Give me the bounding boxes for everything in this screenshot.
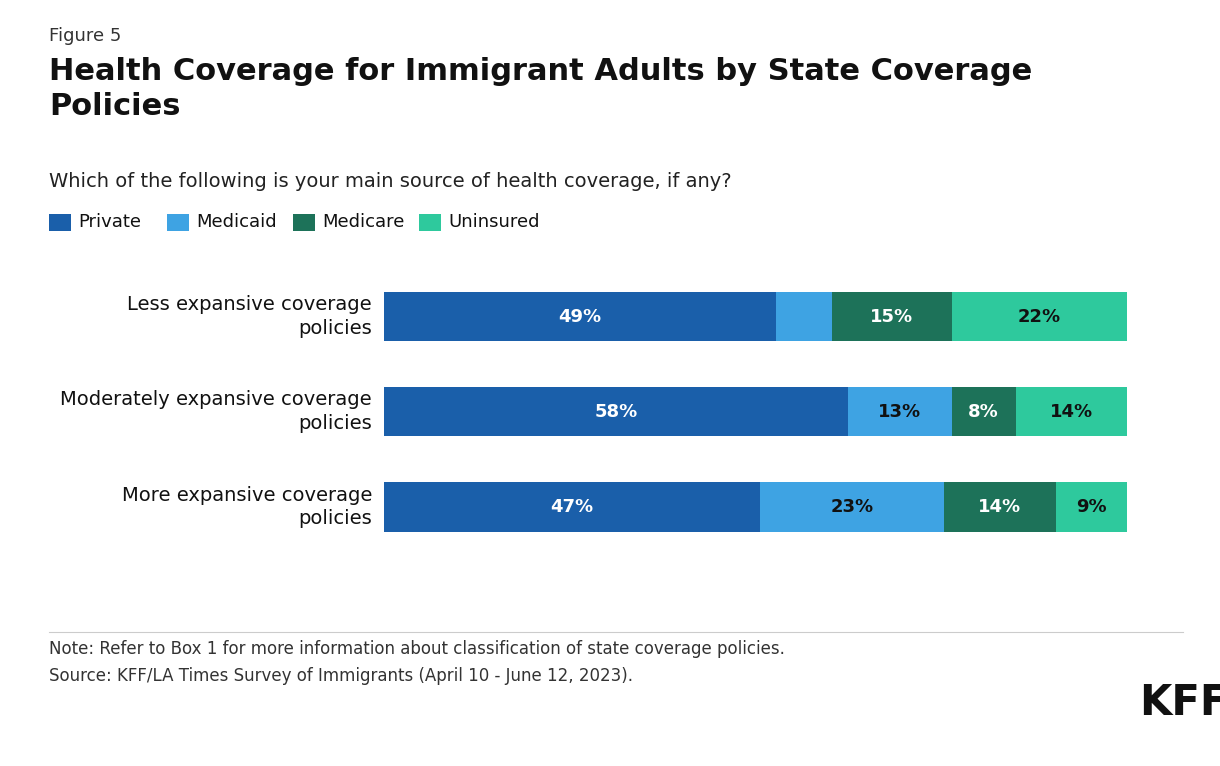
Text: 15%: 15% [870, 308, 914, 326]
Bar [760, 482, 944, 532]
Text: Moderately expansive coverage
policies: Moderately expansive coverage policies [61, 391, 372, 433]
Text: Medicaid: Medicaid [196, 213, 277, 231]
Bar [776, 292, 832, 342]
Text: 9%: 9% [1076, 498, 1107, 516]
Text: Medicare: Medicare [322, 213, 405, 231]
Text: 58%: 58% [594, 403, 638, 421]
Text: Private: Private [78, 213, 142, 231]
Bar [384, 292, 776, 342]
Bar [832, 292, 952, 342]
Text: 23%: 23% [831, 498, 874, 516]
Text: 47%: 47% [550, 498, 594, 516]
Text: Less expansive coverage
policies: Less expansive coverage policies [127, 296, 372, 338]
Text: Uninsured: Uninsured [448, 213, 539, 231]
Text: Note: Refer to Box 1 for more information about classification of state coverage: Note: Refer to Box 1 for more informatio… [49, 640, 784, 686]
Bar [1015, 387, 1127, 437]
Bar [952, 387, 1015, 437]
Text: 14%: 14% [978, 498, 1021, 516]
Text: 8%: 8% [969, 403, 999, 421]
Text: 22%: 22% [1017, 308, 1061, 326]
Text: More expansive coverage
policies: More expansive coverage policies [122, 486, 372, 528]
Text: 13%: 13% [878, 403, 921, 421]
Bar [384, 482, 760, 532]
Text: 14%: 14% [1050, 403, 1093, 421]
Bar [952, 292, 1127, 342]
Text: Which of the following is your main source of health coverage, if any?: Which of the following is your main sour… [49, 172, 732, 192]
Text: Health Coverage for Immigrant Adults by State Coverage
Policies: Health Coverage for Immigrant Adults by … [49, 57, 1032, 121]
Text: 49%: 49% [559, 308, 601, 326]
Text: KFF: KFF [1139, 682, 1220, 724]
Text: Figure 5: Figure 5 [49, 27, 121, 44]
Bar [944, 482, 1055, 532]
Bar [848, 387, 952, 437]
Bar [384, 387, 848, 437]
Bar [1055, 482, 1127, 532]
